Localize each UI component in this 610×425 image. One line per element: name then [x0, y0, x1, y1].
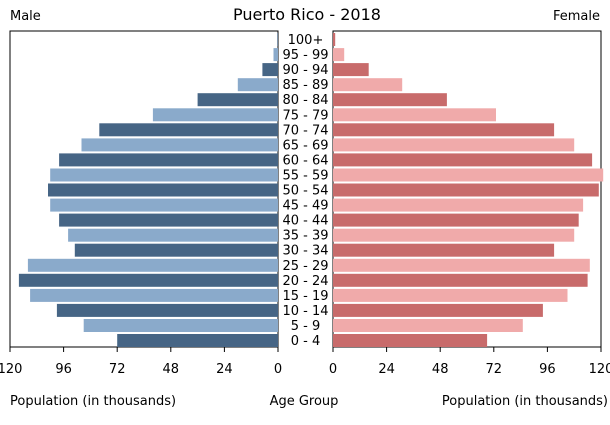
age-group-label: 80 - 84	[282, 93, 328, 108]
female-x-tick-label: 0	[329, 362, 337, 377]
female-bar-0-4	[333, 334, 488, 347]
male-bar-95-99	[273, 48, 278, 62]
male-bar-90-94	[262, 63, 278, 77]
female-x-tick-label: 48	[432, 362, 449, 377]
female-bar-95-99	[333, 48, 345, 62]
age-group-label: 70 - 74	[282, 123, 328, 138]
male-bar-65-69	[81, 138, 278, 152]
male-bar-80-84	[197, 93, 278, 107]
age-group-label: 60 - 64	[282, 153, 328, 168]
age-group-label: 25 - 29	[282, 259, 328, 274]
female-bar-80-84	[333, 93, 447, 107]
female-bar-5-9	[333, 319, 523, 332]
female-bar-85-89	[333, 78, 403, 92]
female-label: Female	[553, 9, 600, 24]
female-bar-20-24	[333, 273, 588, 287]
male-bar-60-64	[59, 153, 278, 167]
male-x-tick-label: 24	[216, 362, 233, 377]
female-bar-10-14	[333, 303, 543, 317]
female-bar-40-44	[333, 213, 579, 227]
male-x-tick-label: 48	[163, 362, 180, 377]
chart-title: Puerto Rico - 2018	[233, 5, 381, 24]
male-bars	[18, 33, 279, 347]
male-bar-70-74	[99, 123, 278, 137]
age-group-axis-title: Age Group	[270, 394, 339, 409]
male-bar-85-89	[237, 78, 278, 92]
male-bar-0-4	[117, 334, 278, 347]
female-x-axis: 0 24 48 72 96 120	[329, 347, 610, 377]
age-group-label: 5 - 9	[291, 319, 321, 334]
male-bar-40-44	[59, 213, 278, 227]
female-x-tick-label: 96	[539, 362, 556, 377]
male-x-tick-label: 120	[0, 362, 22, 377]
female-bar-90-94	[333, 63, 369, 77]
female-bar-65-69	[333, 138, 575, 152]
male-bar-30-34	[74, 243, 278, 257]
male-x-tick-label: 0	[274, 362, 282, 377]
male-bar-15-19	[30, 288, 278, 302]
female-bar-45-49	[333, 198, 584, 212]
male-bar-100plus	[277, 33, 278, 46]
female-bar-60-64	[333, 153, 593, 167]
male-bar-35-39	[68, 228, 278, 242]
male-bar-20-24	[18, 273, 279, 287]
age-group-label: 35 - 39	[282, 229, 328, 244]
male-x-tick-label: 72	[109, 362, 126, 377]
male-bar-55-59	[50, 168, 279, 182]
female-bar-35-39	[333, 228, 575, 242]
male-bar-10-14	[56, 303, 279, 317]
female-x-tick-label: 24	[378, 362, 395, 377]
age-group-label: 0 - 4	[291, 334, 321, 349]
age-group-label: 20 - 24	[282, 274, 328, 289]
age-group-label: 95 - 99	[282, 48, 328, 63]
female-bar-75-79	[333, 108, 496, 122]
female-x-tick-label: 120	[589, 362, 610, 377]
age-group-label: 15 - 19	[282, 289, 328, 304]
age-group-label: 90 - 94	[282, 63, 328, 78]
age-group-label: 100+	[288, 33, 324, 48]
age-group-label: 55 - 59	[282, 169, 328, 184]
age-group-label: 45 - 49	[282, 199, 328, 214]
age-group-label: 65 - 69	[282, 138, 328, 153]
age-group-label: 40 - 44	[282, 214, 328, 229]
age-group-label: 85 - 89	[282, 78, 328, 93]
male-bar-75-79	[152, 108, 278, 122]
age-group-label: 50 - 54	[282, 184, 328, 199]
female-bar-15-19	[333, 288, 568, 302]
male-x-tick-label: 96	[55, 362, 72, 377]
age-group-label: 75 - 79	[282, 108, 328, 123]
male-x-axis-title: Population (in thousands)	[10, 394, 176, 409]
male-bar-50-54	[48, 183, 278, 197]
female-bars	[333, 33, 604, 347]
age-group-label: 30 - 34	[282, 244, 328, 259]
female-x-axis-title: Population (in thousands)	[442, 394, 608, 409]
male-bar-45-49	[50, 198, 279, 212]
female-bar-55-59	[333, 168, 604, 182]
male-label: Male	[10, 9, 41, 24]
male-x-axis: 120 96 72 48 24 0	[0, 347, 282, 377]
male-bar-25-29	[27, 258, 279, 272]
female-bar-100plus	[333, 33, 336, 46]
female-bar-30-34	[333, 243, 555, 257]
female-bar-70-74	[333, 123, 555, 137]
age-group-label: 10 - 14	[282, 304, 328, 319]
male-bar-5-9	[83, 319, 278, 332]
female-x-tick-label: 72	[486, 362, 503, 377]
female-bar-50-54	[333, 183, 599, 197]
female-bar-25-29	[333, 258, 590, 272]
